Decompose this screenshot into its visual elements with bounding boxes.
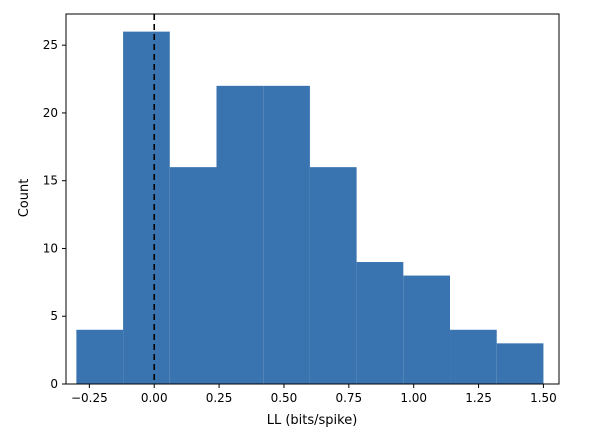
histogram-bar (356, 262, 404, 384)
x-tick-label: 0.00 (141, 391, 168, 405)
y-tick-label: 10 (43, 241, 58, 255)
histogram-bar (123, 31, 170, 384)
x-tick-label: 0.50 (271, 391, 298, 405)
histogram-bar (450, 329, 497, 384)
y-axis-label: Count (17, 179, 32, 218)
x-tick-label: 1.00 (400, 391, 427, 405)
y-axis-ticks: 0 5 10 15 20 25 (43, 38, 66, 391)
y-tick-label: 0 (50, 377, 58, 391)
x-axis-ticks: −0.25 0.00 0.25 0.50 0.75 1.00 1.25 1.50 (71, 384, 557, 405)
x-axis-label: LL (bits/spike) (267, 413, 358, 428)
y-tick-label: 25 (43, 38, 58, 52)
histogram-bar (263, 85, 310, 384)
x-tick-label: 1.50 (530, 391, 557, 405)
histogram-bar (76, 329, 124, 384)
histogram-bar (216, 85, 264, 384)
x-tick-label: 0.75 (335, 391, 362, 405)
y-tick-label: 15 (43, 174, 58, 188)
histogram-bar (403, 275, 451, 384)
histogram-bars (76, 31, 544, 384)
histogram-bar (496, 343, 544, 384)
x-tick-label: −0.25 (71, 391, 108, 405)
histogram-bar (309, 167, 357, 384)
y-tick-label: 20 (43, 106, 58, 120)
axes-frame (65, 13, 560, 385)
histogram-bar (169, 167, 217, 384)
x-tick-label: 1.25 (465, 391, 492, 405)
y-tick-label: 5 (50, 309, 58, 323)
x-tick-label: 0.25 (206, 391, 233, 405)
